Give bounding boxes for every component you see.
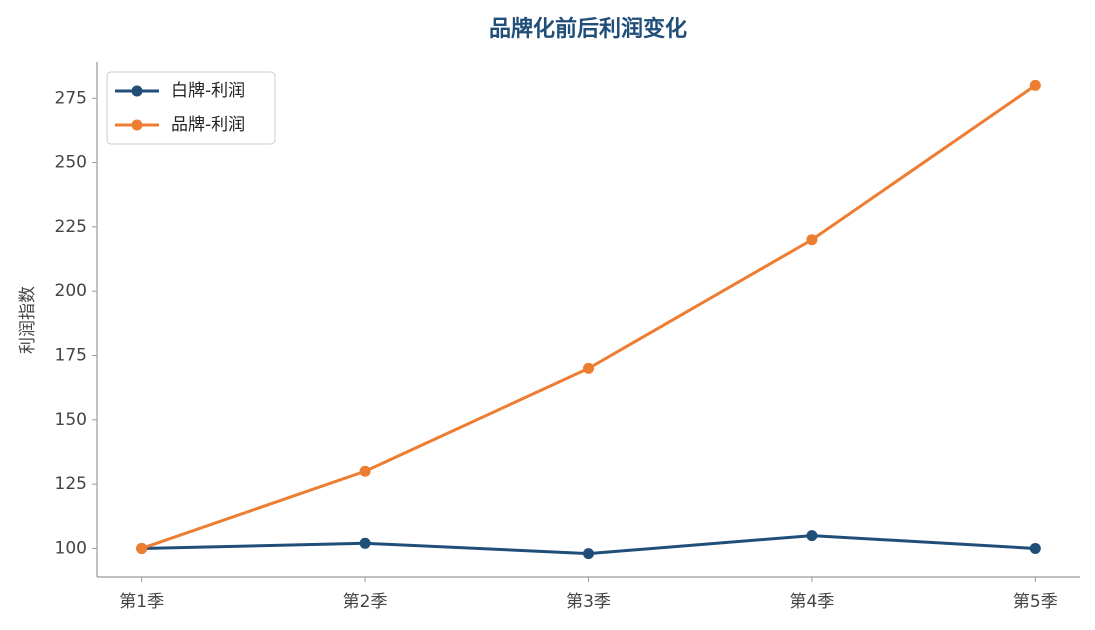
y-tick-label: 225 — [55, 217, 87, 237]
y-tick-label: 250 — [55, 153, 87, 173]
y-tick-label: 175 — [55, 346, 87, 366]
series-line — [141, 84, 1037, 550]
point — [1029, 79, 1041, 91]
y-axis-label: 利润指数 — [18, 286, 38, 354]
x-tick-label: 第2季 — [343, 592, 388, 612]
y-tick-label: 100 — [55, 538, 87, 558]
point — [583, 548, 594, 560]
legend-label: 品牌-利润 — [171, 115, 245, 135]
point — [359, 465, 371, 477]
point — [806, 234, 818, 246]
x-tick-label: 第4季 — [789, 592, 834, 612]
point — [359, 537, 371, 549]
y-tick-label: 200 — [55, 281, 87, 301]
point — [1029, 542, 1041, 554]
point — [583, 362, 594, 374]
legend-marker — [131, 85, 143, 97]
point — [136, 542, 148, 554]
chart-title: 品牌化前后利润变化 — [489, 16, 687, 42]
x-tick-label: 第1季 — [119, 592, 164, 612]
y-tick-label: 150 — [55, 410, 87, 430]
x-tick-label: 第5季 — [1013, 592, 1058, 612]
point — [806, 530, 818, 542]
y-tick-label: 275 — [55, 88, 87, 108]
legend-label: 白牌-利润 — [171, 81, 245, 101]
x-tick-label: 第3季 — [566, 592, 611, 612]
y-tick-label: 125 — [55, 474, 87, 494]
legend-marker — [131, 119, 143, 131]
